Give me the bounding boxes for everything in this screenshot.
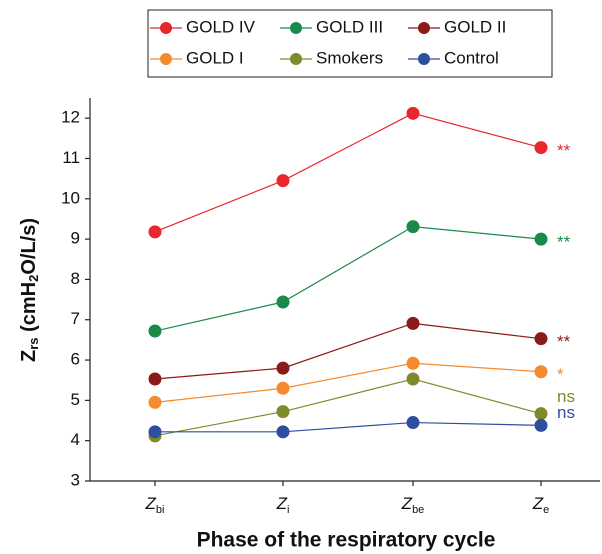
y-title-part: O/L/s) <box>18 218 40 275</box>
y-tick-label: 10 <box>61 188 80 207</box>
x-tick-label: Zbi <box>145 494 165 515</box>
legend-marker <box>160 53 172 65</box>
data-point <box>406 416 420 430</box>
x-tick-symbol: Z <box>401 494 413 513</box>
significance-label: ns <box>557 387 575 406</box>
legend-label: GOLD I <box>186 48 244 67</box>
y-title-part: Z <box>18 350 40 362</box>
significance-label: ns <box>557 403 575 422</box>
y-tick-label: 12 <box>61 108 80 127</box>
x-tick-subscript: bi <box>156 504 165 516</box>
series-line <box>154 225 542 332</box>
data-point <box>148 395 162 409</box>
x-tick-label: Zbe <box>401 494 425 515</box>
significance-label: * <box>557 365 564 384</box>
data-point <box>276 405 290 419</box>
data-point <box>534 365 548 379</box>
legend-label: Control <box>444 48 499 67</box>
y-title-part: 2 <box>26 275 41 282</box>
data-point <box>406 220 420 234</box>
data-point <box>534 232 548 246</box>
x-tick-label: Zi <box>276 494 290 515</box>
data-point <box>276 361 290 375</box>
x-tick-subscript: e <box>543 504 549 516</box>
significance-label: ** <box>557 332 571 351</box>
y-title-part: (cmH <box>18 282 40 338</box>
series-line <box>154 378 542 437</box>
y-tick-label: 11 <box>62 148 80 167</box>
y-tick-label: 9 <box>71 229 80 248</box>
data-point <box>148 372 162 386</box>
data-point <box>148 324 162 338</box>
x-tick-symbol: Z <box>532 494 544 513</box>
data-point <box>276 174 290 188</box>
data-point <box>148 425 162 439</box>
series-line <box>155 421 542 433</box>
significance-label: ** <box>557 141 571 160</box>
y-tick-label: 4 <box>71 430 80 449</box>
series-line <box>154 112 542 233</box>
y-axis-title: Zrs (cmH2O/L/s) <box>18 218 41 362</box>
x-tick-label: Ze <box>532 494 550 515</box>
x-tick-symbol: Z <box>145 494 157 513</box>
data-point <box>406 316 420 330</box>
legend-marker <box>290 22 302 34</box>
y-tick-label: 5 <box>71 390 80 409</box>
legend-marker <box>418 53 430 65</box>
data-point <box>534 418 548 432</box>
data-point <box>148 225 162 239</box>
legend-label: Smokers <box>316 48 383 67</box>
y-tick-label: 6 <box>71 350 80 369</box>
data-point <box>276 381 290 395</box>
data-point <box>406 356 420 370</box>
legend-marker <box>160 22 172 34</box>
legend-label: GOLD IV <box>186 17 256 36</box>
series-line <box>154 322 542 380</box>
legend-box <box>147 9 553 78</box>
x-tick-subscript: be <box>412 504 424 516</box>
legend-label: GOLD III <box>316 17 383 36</box>
data-point <box>534 332 548 346</box>
series-line <box>154 362 542 403</box>
data-point <box>534 141 548 155</box>
data-point <box>406 106 420 120</box>
x-tick-subscript: i <box>287 504 289 516</box>
significance-label: ** <box>557 233 571 252</box>
legend-marker <box>418 22 430 34</box>
y-tick-label: 7 <box>71 309 80 328</box>
x-axis-title: Phase of the respiratory cycle <box>197 529 496 552</box>
legend-label: GOLD II <box>444 17 506 36</box>
data-point <box>276 295 290 309</box>
y-title-part: rs <box>26 337 41 349</box>
legend-marker <box>290 53 302 65</box>
y-tick-label: 8 <box>71 269 80 288</box>
y-tick-label: 3 <box>71 470 80 489</box>
data-point <box>406 372 420 386</box>
x-tick-symbol: Z <box>276 494 288 513</box>
data-point <box>276 425 290 439</box>
data-point <box>534 407 548 421</box>
